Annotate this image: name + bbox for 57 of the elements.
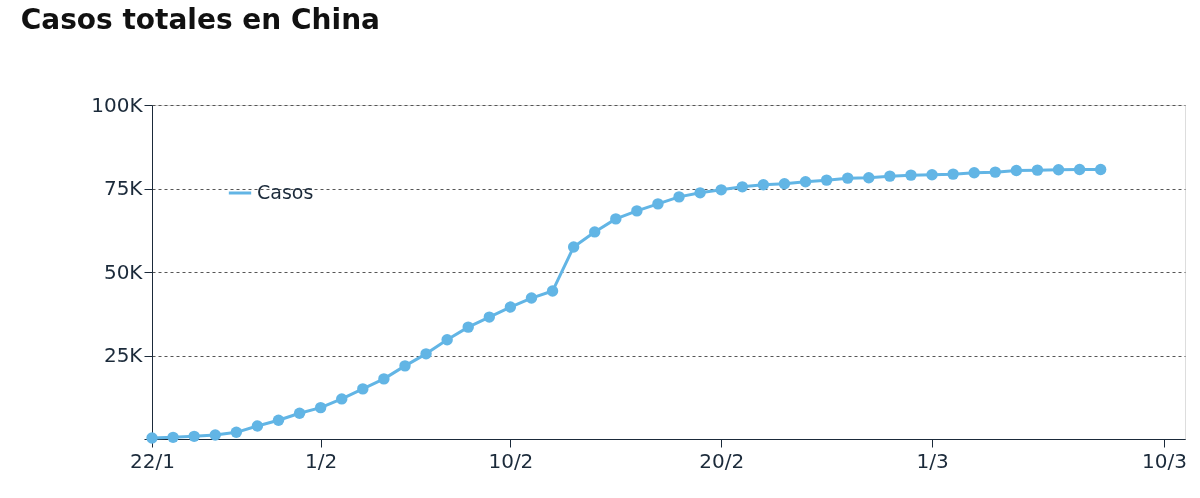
point xyxy=(209,429,221,441)
point xyxy=(757,179,770,191)
point xyxy=(357,383,369,395)
point xyxy=(336,393,348,405)
point xyxy=(462,321,474,333)
point xyxy=(272,414,285,426)
point xyxy=(863,172,875,184)
point xyxy=(441,334,453,346)
point xyxy=(188,430,200,443)
point xyxy=(378,373,390,385)
point xyxy=(167,431,179,444)
point xyxy=(715,184,727,196)
point xyxy=(989,166,1001,178)
chart-title: Casos totales en China xyxy=(20,3,380,36)
point xyxy=(799,176,812,188)
point xyxy=(673,191,685,203)
x-tick-label: 10/3 xyxy=(1141,448,1187,473)
point xyxy=(736,181,748,193)
point xyxy=(610,213,622,225)
point xyxy=(1094,163,1107,176)
point xyxy=(926,169,938,181)
x-tick-label: 10/2 xyxy=(488,448,534,473)
point xyxy=(230,426,243,439)
point xyxy=(589,226,601,238)
x-tick-label: 1/3 xyxy=(916,448,949,473)
x-tick-label: 20/2 xyxy=(699,448,745,473)
point xyxy=(525,292,538,304)
point xyxy=(694,187,706,199)
point xyxy=(293,407,306,419)
y-tick-label: 75K xyxy=(103,176,144,200)
point xyxy=(652,198,664,210)
point xyxy=(947,168,959,180)
point xyxy=(631,205,643,217)
point xyxy=(399,360,411,372)
legend-label: Casos xyxy=(257,181,314,203)
point xyxy=(1052,164,1065,176)
point xyxy=(1073,163,1086,176)
point xyxy=(1031,164,1044,176)
point xyxy=(504,301,517,313)
point xyxy=(546,285,559,297)
y-tick-label: 25K xyxy=(103,343,144,367)
point xyxy=(884,170,896,182)
point xyxy=(968,167,980,179)
point xyxy=(251,420,264,432)
point xyxy=(778,178,791,190)
point xyxy=(905,169,917,181)
x-tick-label: 1/2 xyxy=(305,448,338,473)
point xyxy=(1010,164,1023,177)
y-tick-label: 100K xyxy=(91,92,144,117)
point xyxy=(483,311,496,323)
x-tick-label: 22/1 xyxy=(130,448,175,473)
point xyxy=(314,401,327,414)
point xyxy=(420,348,432,360)
point xyxy=(820,174,833,186)
point xyxy=(841,172,854,184)
y-tick-label: 50K xyxy=(103,259,144,284)
point xyxy=(567,241,580,253)
